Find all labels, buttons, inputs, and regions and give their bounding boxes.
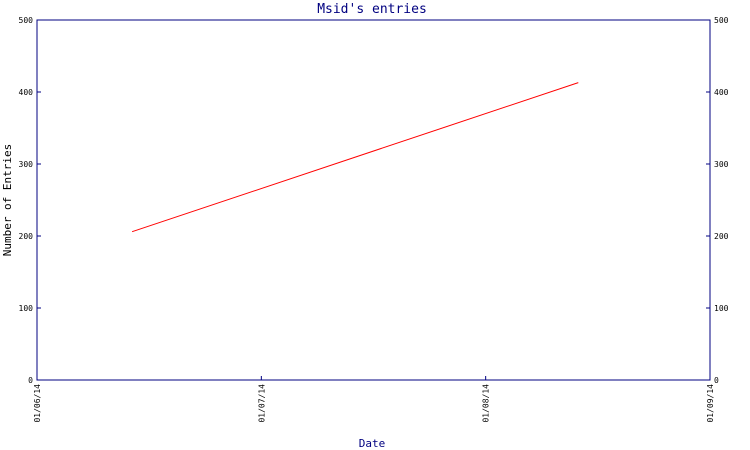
plot-frame [36,19,711,381]
chart-title: Msid's entries [317,2,427,17]
x-tick-label: 01/07/14 [257,384,266,423]
y-tick-label-left: 0 [28,376,33,385]
y-axis-label: Number of Entries [1,144,14,257]
y-tick-label-right: 200 [714,232,729,241]
x-axis: 01/06/14 01/07/14 01/08/14 01/09/14 [33,376,715,423]
y-tick-label-right: 400 [714,88,729,97]
x-axis-label: Date [359,437,386,450]
y-tick-label-left: 400 [19,88,34,97]
x-tick-label: 01/09/14 [706,384,715,423]
y-tick-label-left: 500 [19,16,34,25]
y-tick-label-right: 500 [714,16,729,25]
y-tick-label-right: 300 [714,160,729,169]
x-tick-label: 01/06/14 [33,384,42,423]
y-tick-label-left: 100 [19,304,34,313]
x-tick-label: 01/08/14 [482,384,491,423]
y-tick-label-left: 300 [19,160,34,169]
y-tick-label-left: 200 [19,232,34,241]
y-tick-label-right: 0 [714,376,719,385]
y-axis-left: 0 100 200 300 400 500 [19,16,41,385]
series-line [131,82,579,233]
y-tick-label-right: 100 [714,304,729,313]
series-group [131,82,579,233]
y-axis-right: 0 100 200 300 400 500 [706,16,729,385]
